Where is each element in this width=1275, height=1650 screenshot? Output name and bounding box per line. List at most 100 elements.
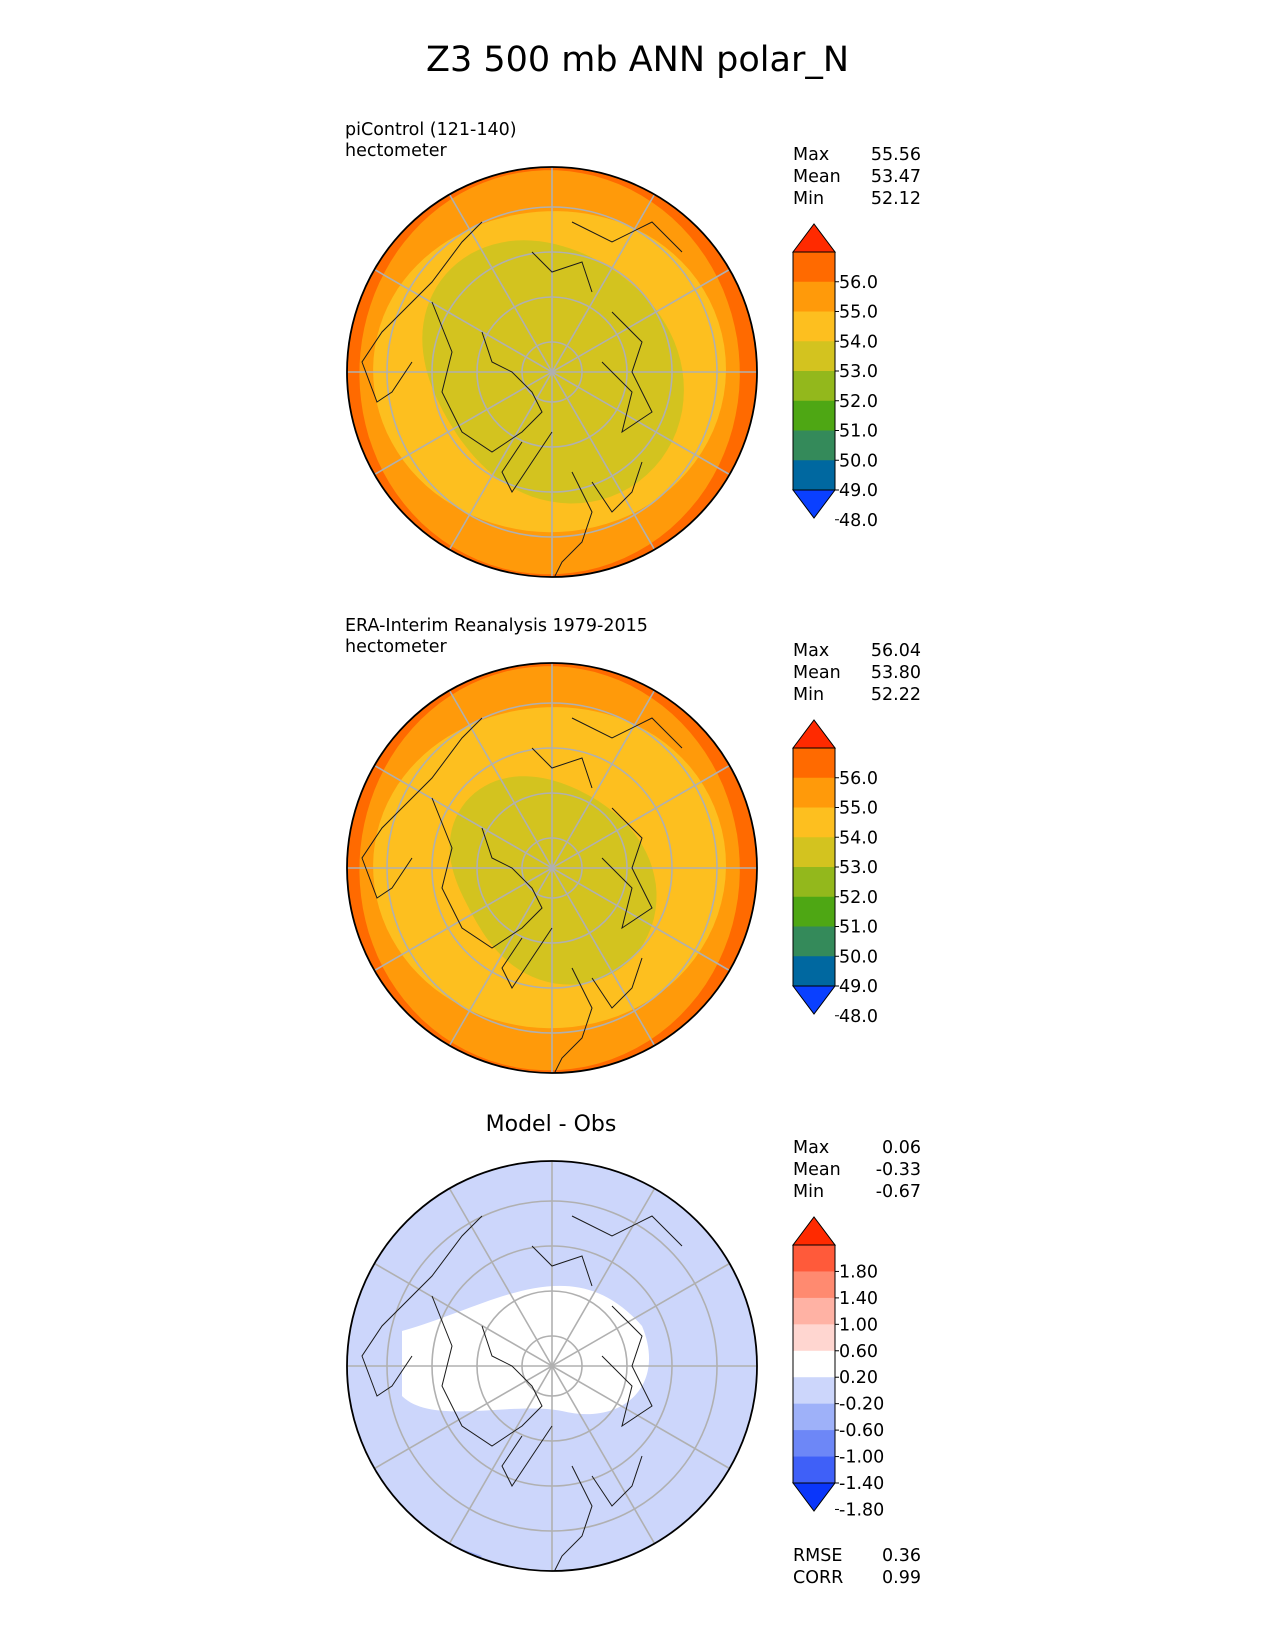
coastline <box>591 461 643 513</box>
stat-value: 53.80 <box>870 663 921 683</box>
metric-name: CORR <box>793 1568 844 1588</box>
graticule <box>347 167 757 577</box>
colorbar-diff: 1.80 1.40 1.00 0.60 0.20 -0.20 -0.60 -1.00 -1.40… <box>792 1216 884 1520</box>
colorbar-segment <box>793 1377 835 1405</box>
colorbar-extend-min <box>792 1482 836 1512</box>
colorbar-extend-max <box>792 719 836 749</box>
coastline <box>571 221 683 253</box>
colorbar-segment <box>793 837 835 868</box>
coastline <box>531 1245 593 1287</box>
coastline <box>501 927 553 989</box>
coastline <box>501 1425 553 1487</box>
metrics-block: RMSE 0.36 CORR 0.99 <box>793 1545 921 1589</box>
colorbar-tick-label: -0.60 <box>839 1421 884 1441</box>
stat-row: Min 52.22 <box>793 684 921 706</box>
map-boundary <box>346 1160 758 1572</box>
colorbar-tick-label: 55.0 <box>839 303 878 323</box>
stat-row: Max 0.06 <box>793 1137 921 1159</box>
colorbar-segment <box>793 1430 835 1458</box>
coastline <box>361 221 483 403</box>
coastline <box>551 967 593 1073</box>
colorbar-segment <box>793 956 835 987</box>
stats-block: Max 56.04 Mean 53.80 Min 52.22 <box>793 640 921 706</box>
metric-name: RMSE <box>793 1546 843 1566</box>
stat-value: 56.04 <box>870 641 921 661</box>
metric-row: CORR 0.99 <box>793 1567 921 1589</box>
colorbar-tick-label: -0.20 <box>839 1395 884 1415</box>
colorbar-obs: 56.0 55.0 54.0 53.0 52.0 51.0 50.0 49.0 48.0 <box>792 719 878 1027</box>
colorbar-segment <box>793 748 835 779</box>
colorbar-tick-label: 56.0 <box>839 769 878 789</box>
colorbar-segment <box>793 460 835 491</box>
colorbar-tick-label: 50.0 <box>839 947 878 967</box>
stat-name: Min <box>793 1182 825 1202</box>
map-panel-diff <box>346 1160 758 1572</box>
coastlines <box>361 221 683 577</box>
colorbar-tick-label: 49.0 <box>839 481 878 501</box>
meridian-line <box>374 268 730 476</box>
stat-name: Min <box>793 189 825 209</box>
stat-name: Max <box>793 641 830 661</box>
colorbar-tick-label: -1.40 <box>839 1474 884 1494</box>
panel-label: piControl (121-140) <box>345 120 517 140</box>
coastline <box>501 431 553 493</box>
colorbar-extend-min <box>792 985 836 1015</box>
panel-label: hectometer <box>345 637 447 657</box>
stat-row: Min -0.67 <box>793 1181 921 1203</box>
colorbar-tick-label: 53.0 <box>839 362 878 382</box>
stat-row: Min 52.12 <box>793 188 921 210</box>
stat-value: 52.22 <box>870 685 921 705</box>
colorbar-tick-label: 52.0 <box>839 888 878 908</box>
colorbar-segment <box>793 281 835 312</box>
coastline <box>431 1295 543 1447</box>
colorbar-tick-label: 48.0 <box>839 1007 878 1027</box>
colorbar-segment <box>793 1297 835 1325</box>
stat-row: Mean 53.47 <box>793 166 921 188</box>
colorbar-segment <box>793 1271 835 1299</box>
colorbar-tick-label: 0.60 <box>839 1342 878 1362</box>
colorbar-segment <box>793 341 835 372</box>
colorbar-tick-label: 56.0 <box>839 273 878 293</box>
stat-row: Mean 53.80 <box>793 662 921 684</box>
colorbar-segment <box>793 1245 835 1272</box>
colorbar-tick-label: 51.0 <box>839 422 878 442</box>
stats-block: Max 55.56 Mean 53.47 Min 52.12 <box>793 144 921 210</box>
coastline <box>591 1455 643 1507</box>
colorbar-segment <box>793 926 835 957</box>
stat-row: Max 56.04 <box>793 640 921 662</box>
colorbar-tick-label: 49.0 <box>839 977 878 997</box>
stat-value: -0.33 <box>875 1160 921 1180</box>
coastline <box>361 1215 483 1397</box>
coastline <box>601 807 653 930</box>
map-panel-obs <box>346 662 758 1074</box>
colorbar-segment <box>793 400 835 431</box>
figure-title: Z3 500 mb ANN polar_N <box>425 40 850 80</box>
colorbar-frame <box>792 1244 836 1484</box>
panel-center-title: Model - Obs <box>485 1112 617 1137</box>
map-panel-model <box>346 166 758 578</box>
stat-name: Mean <box>793 663 841 683</box>
colorbar-tick-label: -1.80 <box>839 1500 884 1520</box>
colorbar-tick-label: 54.0 <box>839 828 878 848</box>
metric-value: 0.99 <box>882 1568 921 1588</box>
colorbar-segment <box>793 311 835 342</box>
coastlines <box>361 717 683 1073</box>
colorbar-extend-min <box>792 489 836 519</box>
metric-value: 0.36 <box>882 1546 921 1566</box>
colorbar-tick-label: 50.0 <box>839 451 878 471</box>
coastline <box>531 747 593 789</box>
colorbar-extend-max <box>792 223 836 253</box>
stat-value: -0.67 <box>875 1182 921 1202</box>
colorbar-tick-label: 1.40 <box>839 1289 878 1309</box>
stats-block: Max 0.06 Mean -0.33 Min -0.67 <box>793 1137 921 1203</box>
colorbar-tick-label: -1.00 <box>839 1448 884 1468</box>
colorbar-tick-label: 52.0 <box>839 392 878 412</box>
colorbar-segment <box>793 1403 835 1431</box>
colorbar-segment <box>793 252 835 283</box>
colorbar-tick-label: 0.20 <box>839 1368 878 1388</box>
stat-value: 0.06 <box>882 1138 921 1158</box>
stat-name: Mean <box>793 167 841 187</box>
colorbar-segment <box>793 777 835 808</box>
stat-value: 52.12 <box>870 189 921 209</box>
colorbar-segment <box>793 371 835 402</box>
